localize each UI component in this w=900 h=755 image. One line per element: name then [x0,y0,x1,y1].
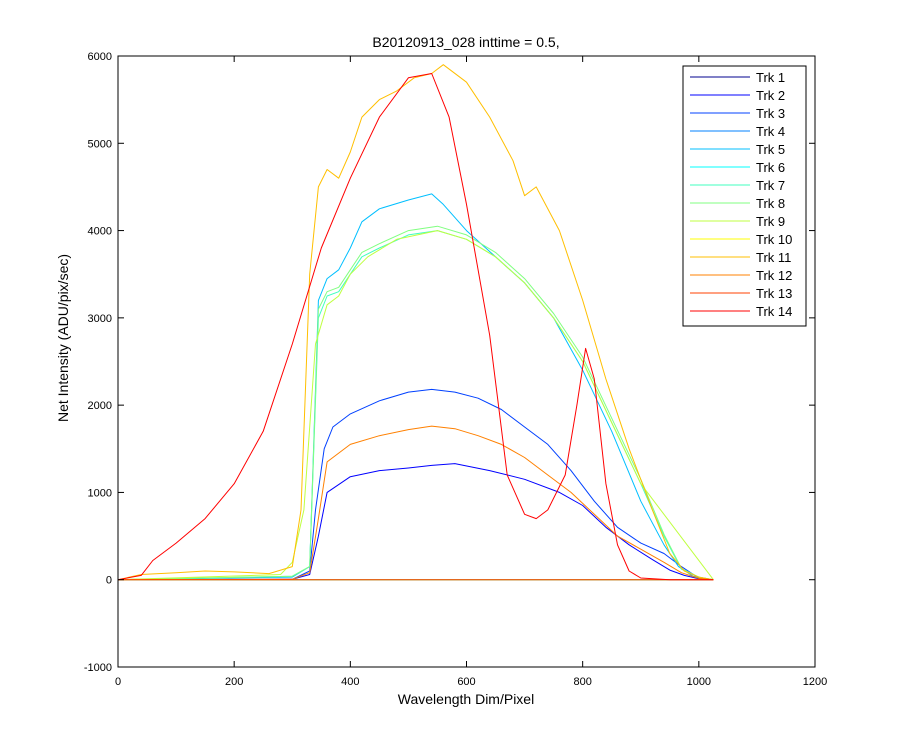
x-tick-label: 1200 [803,676,827,688]
series-line-trk-3 [117,388,714,581]
x-tick-label: 800 [573,676,591,688]
x-tick-label: 1000 [687,676,711,688]
x-tick-label: 0 [115,676,121,688]
legend-label-trk-12: Trk 12 [756,268,792,283]
series-line-trk-2 [117,463,714,581]
y-tick-label: 0 [106,575,112,587]
chart-title: B20120913_028 inttime = 0.5, [372,34,559,50]
series-line-trk-8 [117,225,714,581]
y-tick-label: 6000 [88,51,112,63]
x-axis-label: Wavelength Dim/Pixel [398,691,534,707]
x-tick-label: 400 [341,676,359,688]
legend-label-trk-1: Trk 1 [756,70,785,85]
legend: Trk 1 Trk 2 Trk 3 Trk 4 Trk 5 Trk 6 Trk 7 Trk 8… [682,65,807,327]
y-tick-label: 3000 [88,313,112,325]
legend-box [682,65,807,327]
legend-label-trk-5: Trk 5 [756,142,785,157]
series-layer [117,64,714,581]
legend-label-trk-3: Trk 3 [756,106,785,121]
legend-label-trk-7: Trk 7 [756,178,785,193]
legend-label-trk-6: Trk 6 [756,160,785,175]
series-line-trk-11 [117,64,714,581]
series-line-trk-9 [117,230,714,581]
legend-label-trk-4: Trk 4 [756,124,785,139]
legend-label-trk-14: Trk 14 [756,304,792,319]
legend-label-trk-9: Trk 9 [756,214,785,229]
y-tick-label: 1000 [88,487,112,499]
y-tick-label: 2000 [88,400,112,412]
series-line-trk-12 [117,425,714,581]
y-tick-label: 4000 [88,226,112,238]
legend-label-trk-2: Trk 2 [756,88,785,103]
x-tick-label: 600 [457,676,475,688]
y-tick-label: -1000 [84,662,112,674]
y-tick-label: 5000 [88,138,112,150]
ticks-layer: 0 200 400 600 800 1000 1200-100001000200030004… [84,51,827,688]
legend-label-trk-10: Trk 10 [756,232,792,247]
legend-label-trk-8: Trk 8 [756,196,785,211]
y-axis-label: Net Intensity (ADU/pix/sec) [55,254,71,422]
x-tick-label: 200 [225,676,243,688]
series-line-trk-14 [117,73,714,581]
legend-label-trk-13: Trk 13 [756,286,792,301]
series-line-trk-5 [117,193,714,581]
legend-label-trk-11: Trk 11 [756,250,791,265]
